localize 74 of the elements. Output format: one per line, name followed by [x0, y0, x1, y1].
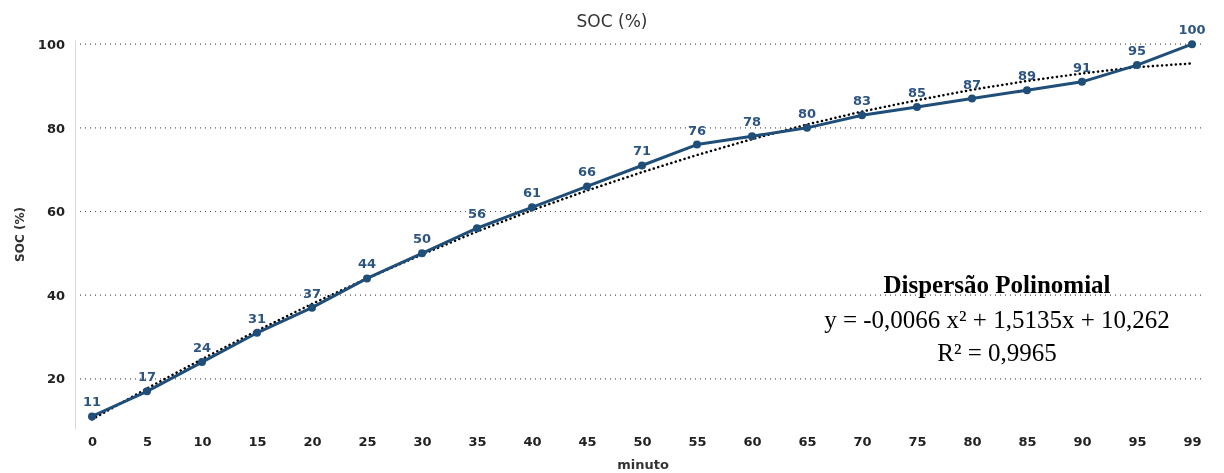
- data-label: 61: [522, 185, 542, 201]
- point: [88, 412, 96, 421]
- point: [638, 161, 646, 170]
- x-tick-label: 30: [413, 434, 432, 450]
- x-tick-label: 70: [853, 434, 872, 450]
- data-label: 44: [357, 256, 377, 272]
- y-tick-label: 60: [46, 204, 65, 220]
- point: [143, 387, 151, 396]
- x-tick-label: 35: [468, 434, 487, 450]
- point: [308, 303, 316, 312]
- annotation: R² = 0,9965: [937, 339, 1057, 366]
- y-tick-label: 80: [46, 120, 65, 136]
- chart-title: SOC (%): [576, 11, 648, 31]
- x-tick-label: 95: [1128, 434, 1147, 450]
- x-tick-label: 90: [1073, 434, 1092, 450]
- x-tick-label: 0: [87, 434, 98, 450]
- x-tick-label: 10: [193, 434, 212, 450]
- data-label: 89: [1017, 68, 1037, 84]
- point: [473, 224, 481, 233]
- data-label: 78: [742, 114, 762, 130]
- x-tick-label: 5: [142, 434, 153, 450]
- data-label: 31: [247, 310, 267, 326]
- point: [253, 328, 261, 337]
- x-tick-label: 45: [578, 434, 597, 450]
- data-label: 50: [412, 231, 432, 247]
- x-tick-label: 20: [303, 434, 322, 450]
- point: [1078, 77, 1086, 86]
- x-tick-label: 75: [908, 434, 927, 450]
- point: [1023, 86, 1031, 95]
- y-tick-label: 40: [46, 287, 65, 303]
- data-label: 71: [632, 143, 652, 159]
- data-label: 91: [1072, 59, 1092, 75]
- point: [528, 203, 536, 212]
- point: [748, 132, 756, 141]
- x-tick-label: 15: [248, 434, 267, 450]
- x-tick-label: 40: [523, 434, 542, 450]
- data-label: 11: [82, 394, 102, 410]
- x-tick-label: 99: [1183, 434, 1202, 450]
- data-label: 17: [137, 369, 157, 385]
- point: [913, 102, 921, 111]
- x-tick-label: 60: [743, 434, 762, 450]
- point: [583, 182, 591, 191]
- y-tick-label: 20: [46, 371, 65, 387]
- y-tick-label: 100: [37, 36, 65, 52]
- data-label: 37: [302, 285, 322, 301]
- data-label: 100: [1178, 22, 1206, 38]
- point: [1188, 40, 1196, 49]
- x-tick-label: 25: [358, 434, 377, 450]
- x-tick-label: 65: [798, 434, 817, 450]
- point: [1133, 61, 1141, 70]
- data-label: 95: [1127, 43, 1147, 59]
- data-label: 87: [962, 76, 982, 92]
- x-axis-title: minuto: [617, 457, 669, 472]
- data-label: 56: [467, 206, 487, 222]
- point: [693, 140, 701, 149]
- point: [858, 111, 866, 120]
- annotation: y = -0,0066 x² + 1,5135x + 10,262: [824, 306, 1170, 333]
- data-label: 80: [797, 105, 817, 121]
- x-tick-label: 50: [633, 434, 652, 450]
- y-axis-title: SOC (%): [13, 207, 27, 262]
- annotation: Dispersão Polinomial: [883, 271, 1111, 298]
- data-label: 76: [687, 122, 707, 138]
- point: [803, 123, 811, 132]
- x-tick-label: 55: [688, 434, 707, 450]
- point: [363, 274, 371, 283]
- data-label: 83: [852, 93, 872, 109]
- data-label: 66: [577, 164, 597, 180]
- data-label: 85: [907, 84, 927, 100]
- point: [198, 358, 206, 367]
- point: [418, 249, 426, 258]
- data-label: 24: [192, 340, 212, 356]
- x-tick-label: 80: [963, 434, 982, 450]
- x-tick-label: 85: [1018, 434, 1037, 450]
- point: [968, 94, 976, 103]
